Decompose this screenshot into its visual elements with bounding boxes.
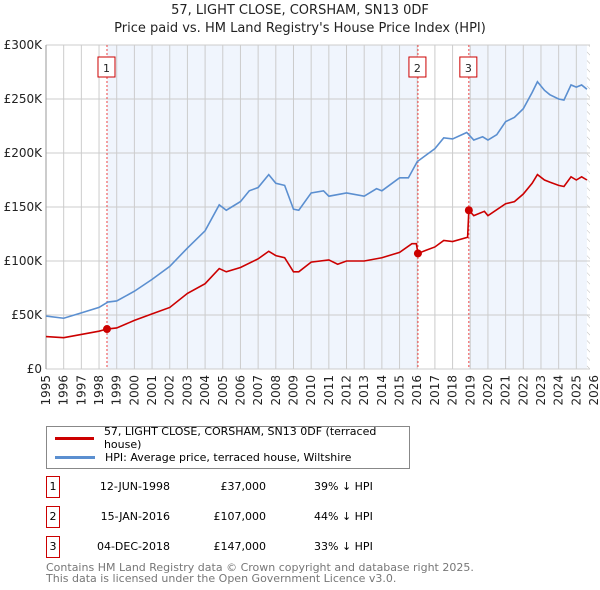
sale-label-box	[97, 56, 116, 78]
sale-label: 3	[465, 62, 472, 75]
sale-row: 3 04-DEC-2018 £147,000 33% ↓ HPI	[46, 536, 446, 558]
y-tick-label: £200K	[4, 146, 44, 160]
x-tick-label: 2001	[145, 375, 159, 406]
sale-row: 1 12-JUN-1998 £37,000 39% ↓ HPI	[46, 476, 446, 498]
y-tick-label: £100K	[4, 254, 44, 268]
y-tick-label: £50K	[11, 308, 43, 322]
x-tick-label: 2023	[534, 375, 548, 406]
plot-area: 1995 1996 1997 1998 1999 2000 2001 2002 2003 2004…	[4, 38, 600, 406]
x-tick-label: 2024	[552, 375, 566, 406]
sale-number: 3	[46, 536, 60, 558]
sale-row: 2 15-JAN-2016 £107,000 44% ↓ HPI	[46, 506, 446, 528]
x-tick-label: 2003	[180, 375, 194, 406]
sale-date: 12-JUN-1998	[99, 480, 170, 493]
x-tick-label: 2026	[587, 375, 600, 406]
series-line-property	[45, 173, 588, 339]
x-tick-label: 1999	[110, 375, 124, 406]
x-tick-label: 2013	[357, 375, 371, 406]
x-tick-label: 2017	[428, 375, 442, 406]
y-tick-label: £0	[27, 362, 42, 376]
x-tick-label: 1995	[39, 375, 53, 406]
sale-date: 04-DEC-2018	[96, 540, 170, 553]
series-line-hpi	[45, 80, 588, 320]
x-tick-label: 2005	[216, 375, 230, 406]
x-tick-label: 2008	[269, 375, 283, 406]
x-tick-label: 2009	[286, 375, 300, 406]
legend: 57, LIGHT CLOSE, CORSHAM, SN13 0DF (terr…	[46, 425, 410, 469]
x-tick-label: 2025	[569, 375, 583, 406]
sale-point	[464, 206, 473, 215]
sale-label-box	[459, 56, 478, 78]
x-tick-label: 2004	[198, 375, 212, 406]
sale-hpi-diff: 33% ↓ HPI	[314, 540, 373, 553]
sale-hpi-diff: 44% ↓ HPI	[314, 510, 373, 523]
x-tick-label: 2000	[127, 375, 141, 406]
legend-item-property: 57, LIGHT CLOSE, CORSHAM, SN13 0DF (terr…	[55, 425, 409, 451]
x-tick-label: 2012	[340, 375, 354, 406]
x-tick-label: 1997	[74, 375, 88, 406]
x-tick-label: 2014	[375, 375, 389, 406]
x-tick-label: 2021	[499, 375, 513, 406]
footer: Contains HM Land Registry data © Crown c…	[46, 561, 474, 585]
sale-price: £37,000	[220, 480, 267, 493]
sale-label-box	[408, 56, 427, 78]
x-tick-label: 2019	[463, 375, 477, 406]
sale-date: 15-JAN-2016	[100, 510, 170, 523]
sale-label: 1	[103, 62, 110, 75]
sale-price: £147,000	[213, 540, 267, 553]
sale-price: £107,000	[213, 510, 267, 523]
y-tick-label: £300K	[4, 38, 44, 52]
x-tick-label: 2018	[446, 375, 460, 406]
y-tick-label: £150K	[4, 200, 44, 214]
sale-hpi-diff: 39% ↓ HPI	[314, 480, 373, 493]
sale-point	[413, 249, 422, 258]
chart-subtitle: Price paid vs. HM Land Registry's House …	[114, 21, 486, 36]
x-tick-label: 2007	[251, 375, 265, 406]
x-tick-label: 2011	[322, 375, 336, 406]
x-tick-label: 2002	[163, 375, 177, 406]
legend-item-hpi: HPI: Average price, terraced house, Wilt…	[55, 448, 351, 466]
sale-number: 1	[46, 476, 60, 498]
chart-title: 57, LIGHT CLOSE, CORSHAM, SN13 0DF	[171, 3, 429, 18]
x-tick-label: 2010	[304, 375, 318, 406]
x-tick-label: 1998	[92, 375, 106, 406]
x-tick-label: 2022	[516, 375, 530, 406]
x-tick-label: 1996	[57, 375, 71, 406]
x-tick-label: 2015	[393, 375, 407, 406]
x-tick-label: 2016	[410, 375, 424, 406]
sale-label: 2	[414, 62, 421, 75]
x-tick-label: 2006	[233, 375, 247, 406]
sale-number: 2	[46, 506, 60, 528]
sale-point	[102, 325, 111, 334]
x-tick-label: 2020	[481, 375, 495, 406]
y-tick-label: £250K	[4, 92, 44, 106]
